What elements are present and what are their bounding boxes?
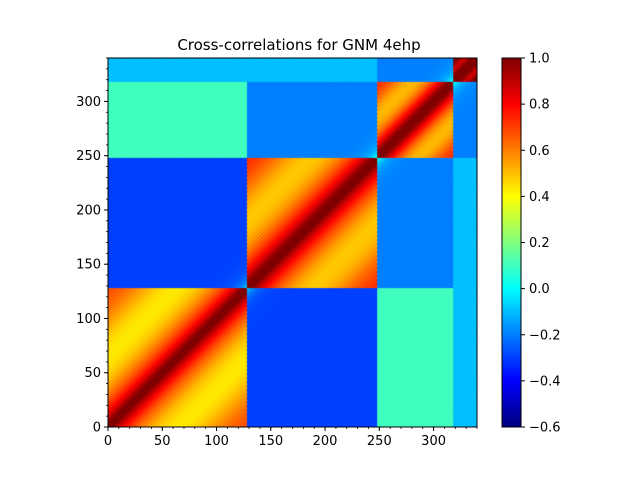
x-tick-label: 0 (104, 434, 112, 449)
x-tick-label: 200 (313, 434, 338, 449)
colorbar-tick-label: 0.8 (529, 98, 550, 113)
y-tick-label: 250 (76, 149, 101, 164)
colorbar-tick-label: 0.2 (529, 236, 550, 251)
colorbar-tick-label: 1.0 (529, 52, 550, 67)
chart-title: Cross-correlations for GNM 4ehp (177, 36, 420, 54)
colorbar-tick-label: 0.4 (529, 190, 550, 205)
y-tick-label: 50 (84, 366, 101, 381)
y-tick-label: 300 (76, 95, 101, 110)
colorbar-tick-label: −0.6 (529, 421, 561, 436)
colorbar-tick-label: −0.4 (529, 374, 561, 389)
x-tick-label: 50 (154, 434, 171, 449)
y-tick-label: 0 (93, 421, 101, 436)
heatmap (108, 58, 477, 427)
y-axis: 0 50 100 150 200 250 300 (76, 57, 108, 436)
colorbar-tick-label: −0.2 (529, 328, 561, 343)
colorbar-axis: 1.0 0.8 0.6 0.4 0.2 0.0 −0.2 −0.4 −0.6 (521, 52, 561, 436)
x-tick-label: 150 (258, 434, 283, 449)
x-axis: 0 50 100 150 200 250 300 (104, 427, 478, 449)
colorbar-tick-label: 0.0 (529, 282, 550, 297)
y-tick-label: 150 (76, 258, 101, 273)
x-tick-label: 100 (204, 434, 229, 449)
x-tick-label: 300 (421, 434, 446, 449)
colorbar-tick-label: 0.6 (529, 144, 550, 159)
y-tick-label: 200 (76, 203, 101, 218)
y-tick-label: 100 (76, 312, 101, 327)
x-tick-label: 250 (367, 434, 392, 449)
colorbar (502, 58, 521, 427)
